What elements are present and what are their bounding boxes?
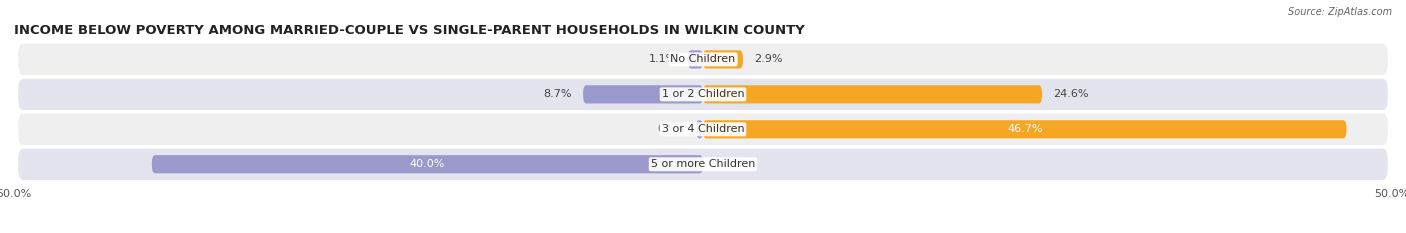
- Text: Source: ZipAtlas.com: Source: ZipAtlas.com: [1288, 7, 1392, 17]
- Text: 2.9%: 2.9%: [754, 55, 783, 64]
- Text: 0.0%: 0.0%: [714, 159, 742, 169]
- FancyBboxPatch shape: [152, 155, 703, 173]
- FancyBboxPatch shape: [703, 120, 1347, 138]
- FancyBboxPatch shape: [18, 44, 1388, 75]
- FancyBboxPatch shape: [688, 50, 703, 69]
- Text: INCOME BELOW POVERTY AMONG MARRIED-COUPLE VS SINGLE-PARENT HOUSEHOLDS IN WILKIN : INCOME BELOW POVERTY AMONG MARRIED-COUPL…: [14, 24, 804, 37]
- FancyBboxPatch shape: [696, 120, 703, 138]
- FancyBboxPatch shape: [18, 79, 1388, 110]
- Text: 1.1%: 1.1%: [648, 55, 676, 64]
- Text: 0.5%: 0.5%: [657, 124, 685, 134]
- Text: 24.6%: 24.6%: [1053, 89, 1088, 99]
- Text: 40.0%: 40.0%: [409, 159, 446, 169]
- Text: 8.7%: 8.7%: [544, 89, 572, 99]
- FancyBboxPatch shape: [583, 85, 703, 103]
- Text: 46.7%: 46.7%: [1007, 124, 1042, 134]
- Text: No Children: No Children: [671, 55, 735, 64]
- Text: 5 or more Children: 5 or more Children: [651, 159, 755, 169]
- FancyBboxPatch shape: [18, 114, 1388, 145]
- Text: 3 or 4 Children: 3 or 4 Children: [662, 124, 744, 134]
- FancyBboxPatch shape: [18, 149, 1388, 180]
- FancyBboxPatch shape: [703, 50, 742, 69]
- Text: 1 or 2 Children: 1 or 2 Children: [662, 89, 744, 99]
- FancyBboxPatch shape: [703, 85, 1042, 103]
